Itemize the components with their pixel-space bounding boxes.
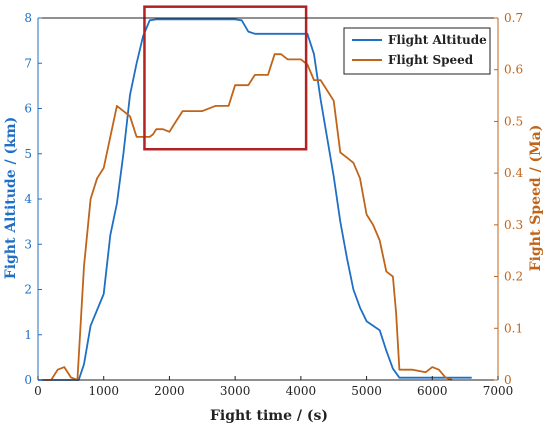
legend: Flight Altitude Flight Speed	[343, 27, 491, 75]
highlight-box	[143, 5, 308, 151]
x-tick-label: 7000	[483, 384, 514, 398]
left-tick-label: 8	[24, 11, 32, 25]
plot-layer	[38, 18, 472, 381]
left-tick-label: 5	[24, 147, 32, 161]
right-tick-label: 0.3	[504, 218, 523, 232]
left-tick-label: 4	[24, 192, 32, 206]
tick-layer: 0 1000 2000 3000 4000 5000 6000 700001234567800…	[24, 11, 523, 398]
left-tick-label: 1	[24, 328, 32, 342]
x-tick-label: 3000	[220, 384, 251, 398]
x-tick-label: 1000	[88, 384, 119, 398]
right-tick-label: 0.4	[504, 166, 523, 180]
right-axis-title: Fight Speed / (Ma)	[528, 125, 544, 272]
x-tick-label: 5000	[351, 384, 382, 398]
x-tick-label: 2000	[154, 384, 185, 398]
left-tick-label: 2	[24, 283, 32, 297]
right-tick-label: 0.6	[504, 63, 523, 77]
left-tick-label: 7	[24, 56, 32, 70]
right-tick-label: 0.7	[504, 11, 523, 25]
right-tick-label: 0.5	[504, 114, 523, 128]
flight-speed-line	[44, 53, 453, 381]
highlight-box-layer	[143, 5, 308, 151]
x-axis-title: Fight time / (s)	[210, 408, 328, 424]
x-tick-label: 4000	[286, 384, 317, 398]
legend-frame	[343, 27, 491, 75]
legend-label-altitude: Flight Altitude	[388, 33, 487, 47]
right-tick-label: 0	[504, 373, 512, 387]
legend-label-speed: Flight Speed	[388, 53, 474, 67]
x-tick-label: 6000	[417, 384, 448, 398]
flight-altitude-line	[38, 18, 472, 381]
left-tick-label: 3	[24, 237, 32, 251]
left-tick-label: 6	[24, 102, 32, 116]
right-tick-label: 0.2	[504, 270, 523, 284]
x-tick-label: 0	[34, 384, 42, 398]
right-tick-label: 0.1	[504, 321, 523, 335]
left-tick-label: 0	[24, 373, 32, 387]
left-axis-title: Fight Altitude / (km)	[3, 117, 19, 280]
